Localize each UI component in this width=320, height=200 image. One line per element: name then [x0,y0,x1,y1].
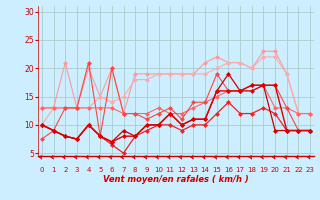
X-axis label: Vent moyen/en rafales ( km/h ): Vent moyen/en rafales ( km/h ) [103,174,249,184]
